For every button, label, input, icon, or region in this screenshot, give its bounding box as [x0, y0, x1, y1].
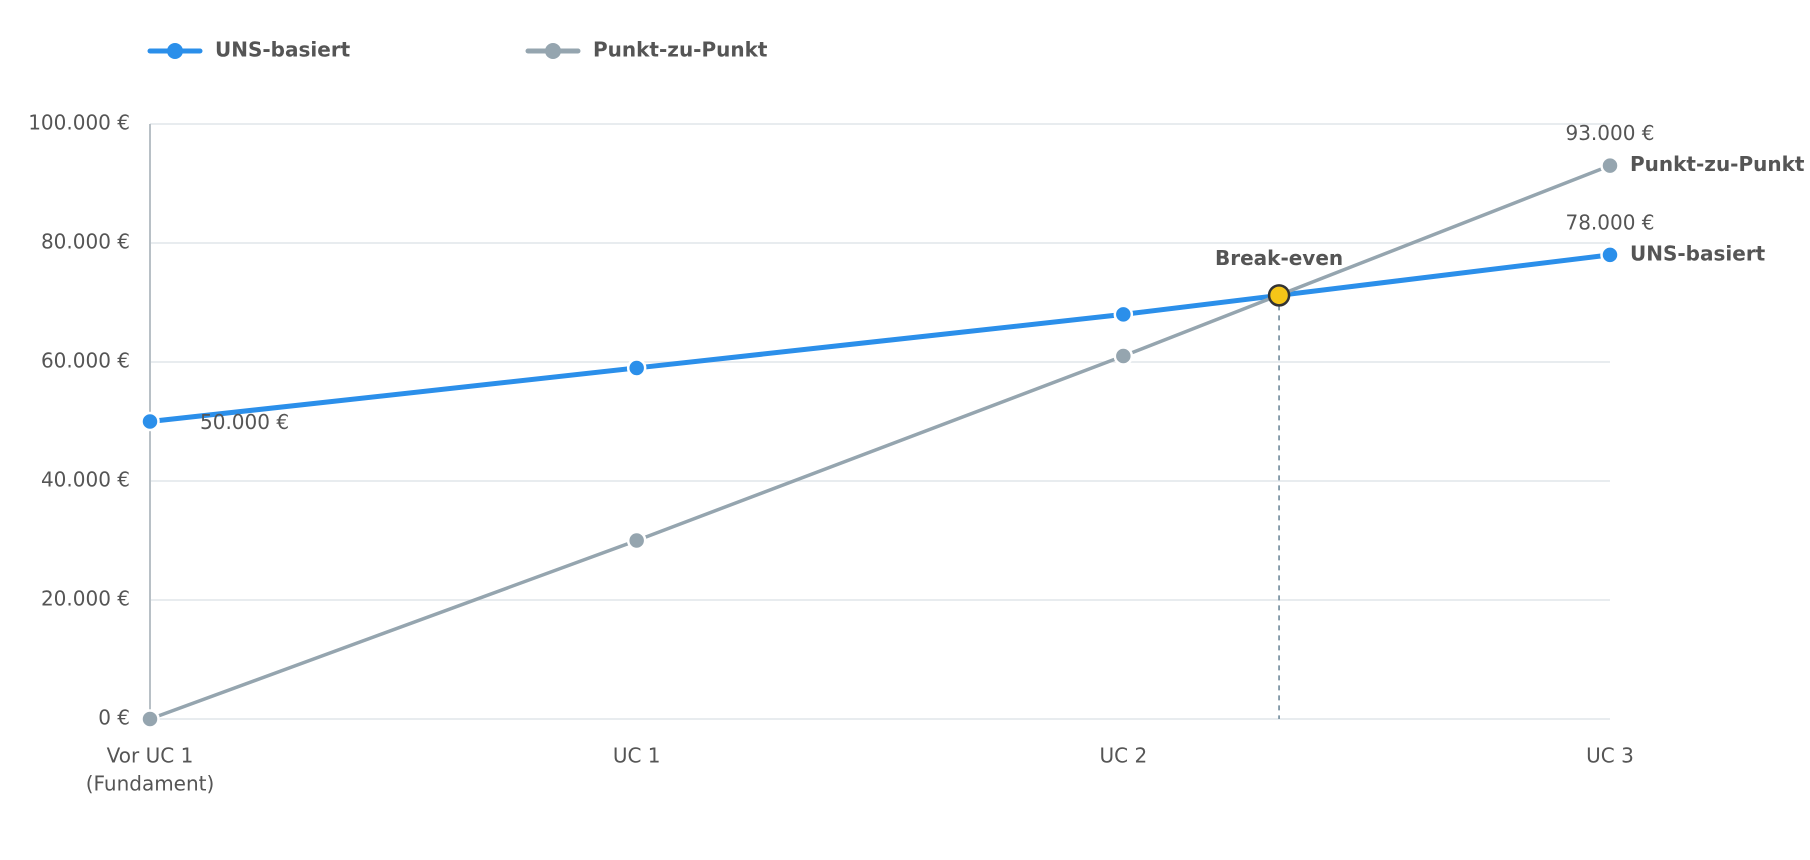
x-tick-label: UC 1	[613, 744, 661, 768]
y-tick-label: 20.000 €	[41, 587, 130, 611]
x-tick-label: Vor UC 1	[107, 744, 194, 768]
y-tick-label: 40.000 €	[41, 468, 130, 492]
point	[1113, 304, 1134, 325]
point	[626, 530, 647, 551]
value-label: 50.000 €	[200, 410, 289, 434]
break-even-point	[1267, 284, 1291, 307]
y-tick-label: 0 €	[98, 706, 130, 730]
y-tick-label: 80.000 €	[41, 230, 130, 254]
value-label: 93.000 €	[1565, 121, 1654, 145]
legend-marker	[167, 43, 183, 59]
legend-label[interactable]: Punkt-zu-Punkt	[593, 38, 768, 62]
point	[1600, 245, 1620, 265]
x-tick-note: (Fundament)	[86, 772, 215, 796]
point	[1600, 155, 1620, 176]
x-tick-label: UC 2	[1099, 744, 1147, 768]
series-line	[149, 252, 1611, 424]
legend-label[interactable]: UNS-basiert	[215, 38, 351, 62]
end-label: Punkt-zu-Punkt	[1630, 152, 1805, 176]
annotation-label: Break-even	[1215, 246, 1343, 270]
y-tick-label: 100.000 €	[28, 111, 130, 135]
point	[140, 411, 160, 432]
point	[1113, 346, 1134, 366]
y-tick-label: 60.000 €	[41, 349, 130, 373]
x-tick-label: UC 3	[1586, 744, 1634, 768]
legend-marker	[545, 43, 561, 59]
series-line	[149, 164, 1611, 721]
point	[626, 358, 647, 378]
value-label: 78.000 €	[1565, 210, 1654, 234]
point	[140, 709, 160, 729]
end-label: UNS-basiert	[1630, 241, 1766, 265]
